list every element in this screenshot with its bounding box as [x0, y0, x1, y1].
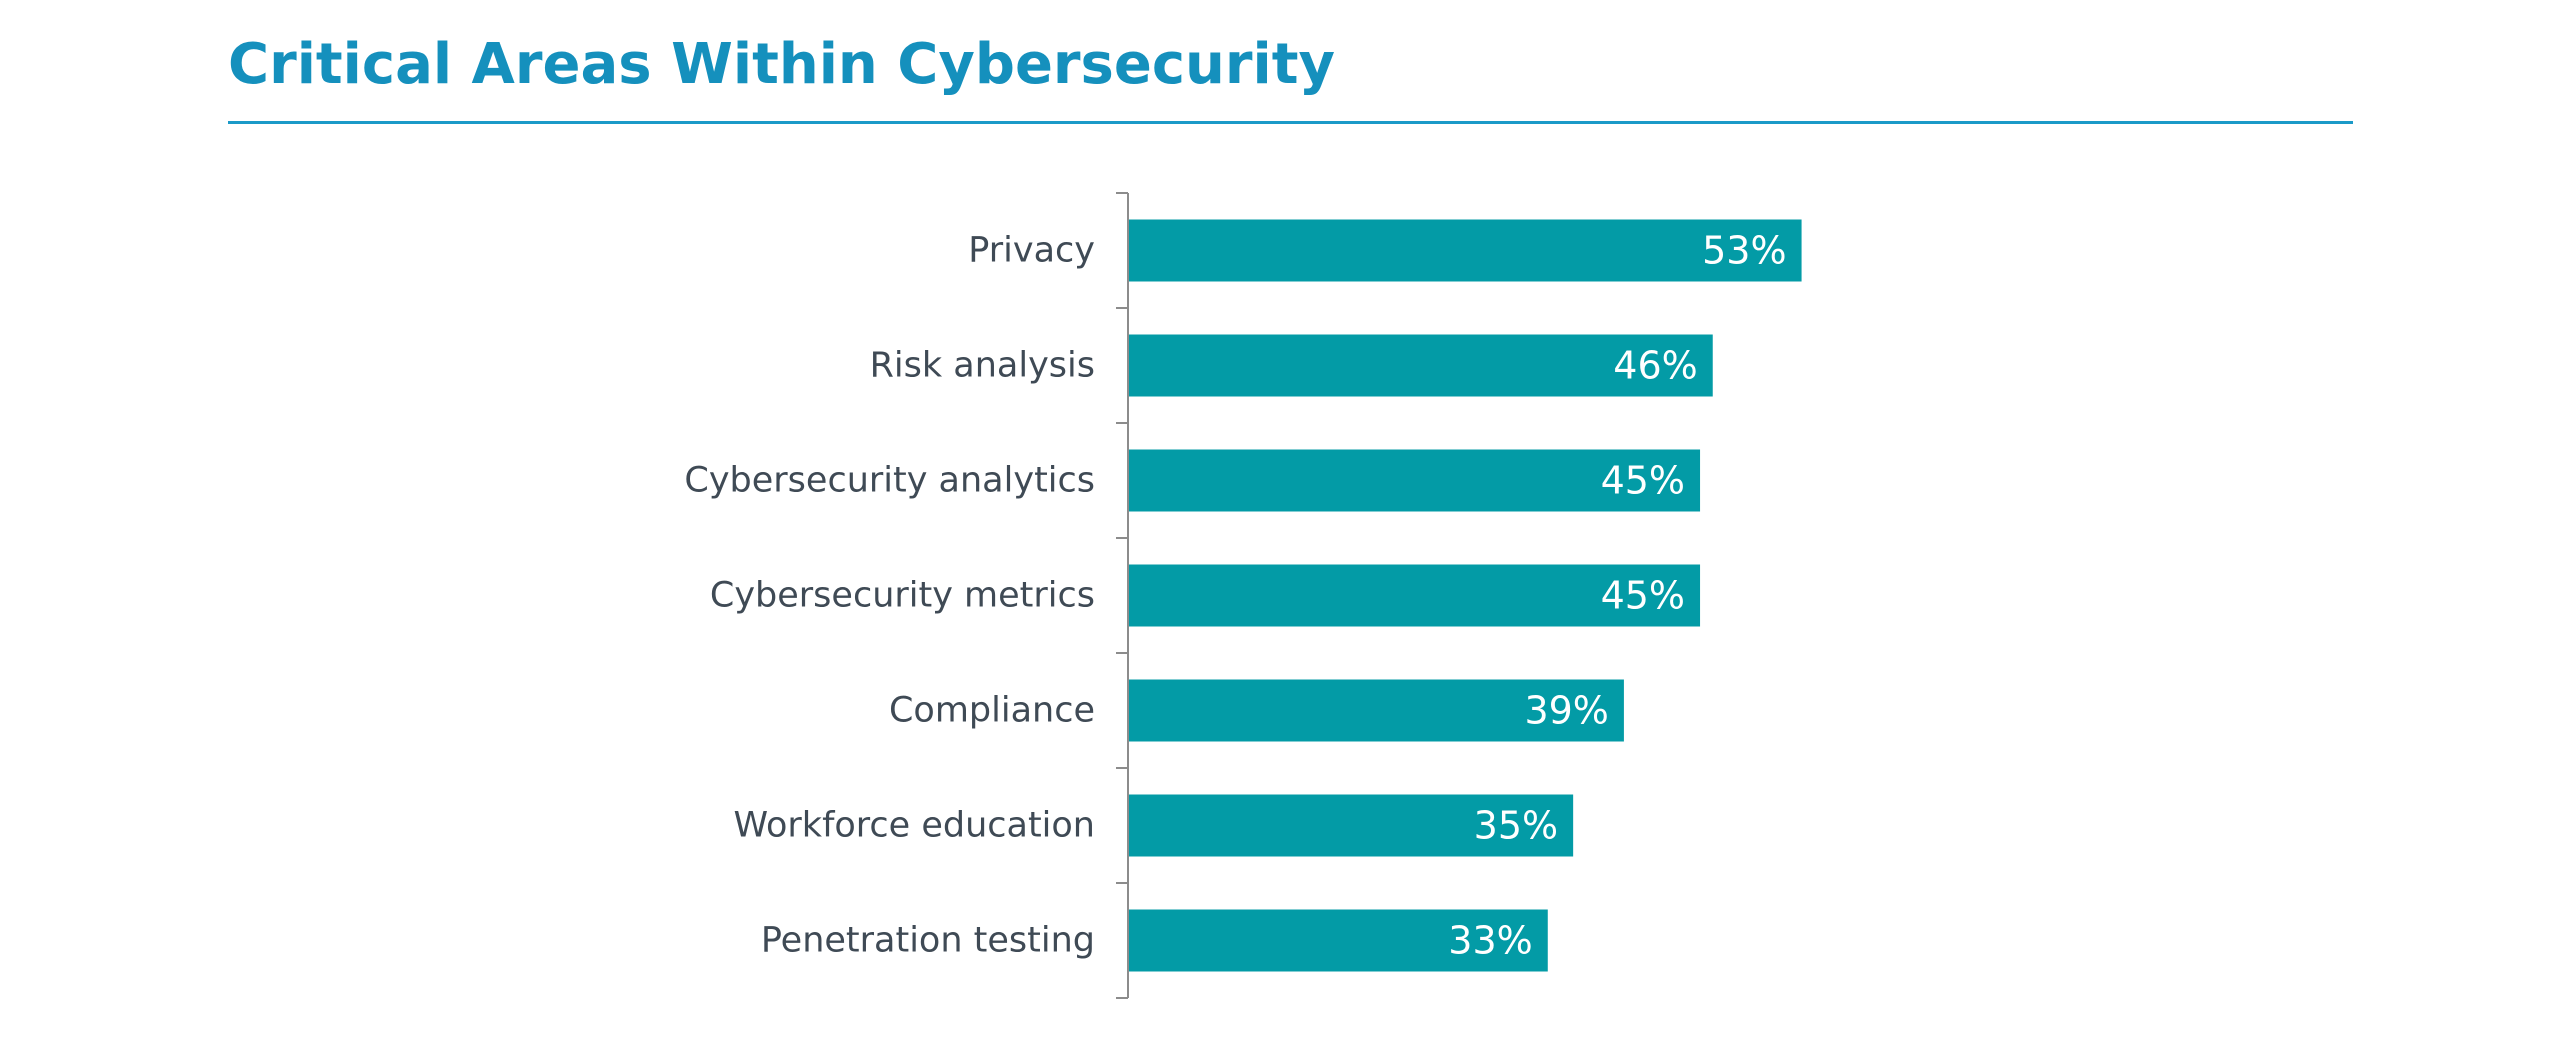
title-divider	[228, 121, 2353, 124]
bar	[1129, 334, 1713, 397]
bar	[1129, 679, 1624, 742]
data-label: 46%	[1613, 344, 1697, 388]
category-label: Workforce education	[733, 806, 1095, 846]
bar	[1129, 794, 1574, 857]
bar	[1129, 564, 1701, 627]
category-label: Cybersecurity metrics	[710, 576, 1095, 616]
category-label: Risk analysis	[870, 346, 1095, 386]
data-label: 45%	[1601, 574, 1685, 618]
bar	[1129, 909, 1548, 972]
data-label: 45%	[1601, 459, 1685, 503]
category-label: Cybersecurity analytics	[684, 461, 1095, 501]
category-label: Compliance	[889, 691, 1095, 731]
bar	[1129, 449, 1701, 512]
data-label: 53%	[1702, 229, 1786, 273]
category-label: Privacy	[968, 231, 1095, 271]
chart-title: Critical Areas Within Cybersecurity	[228, 32, 1336, 97]
category-label: Penetration testing	[761, 921, 1095, 961]
data-label: 39%	[1524, 689, 1608, 733]
bar	[1129, 219, 1802, 282]
data-label: 35%	[1474, 804, 1558, 848]
data-label: 33%	[1448, 919, 1532, 963]
